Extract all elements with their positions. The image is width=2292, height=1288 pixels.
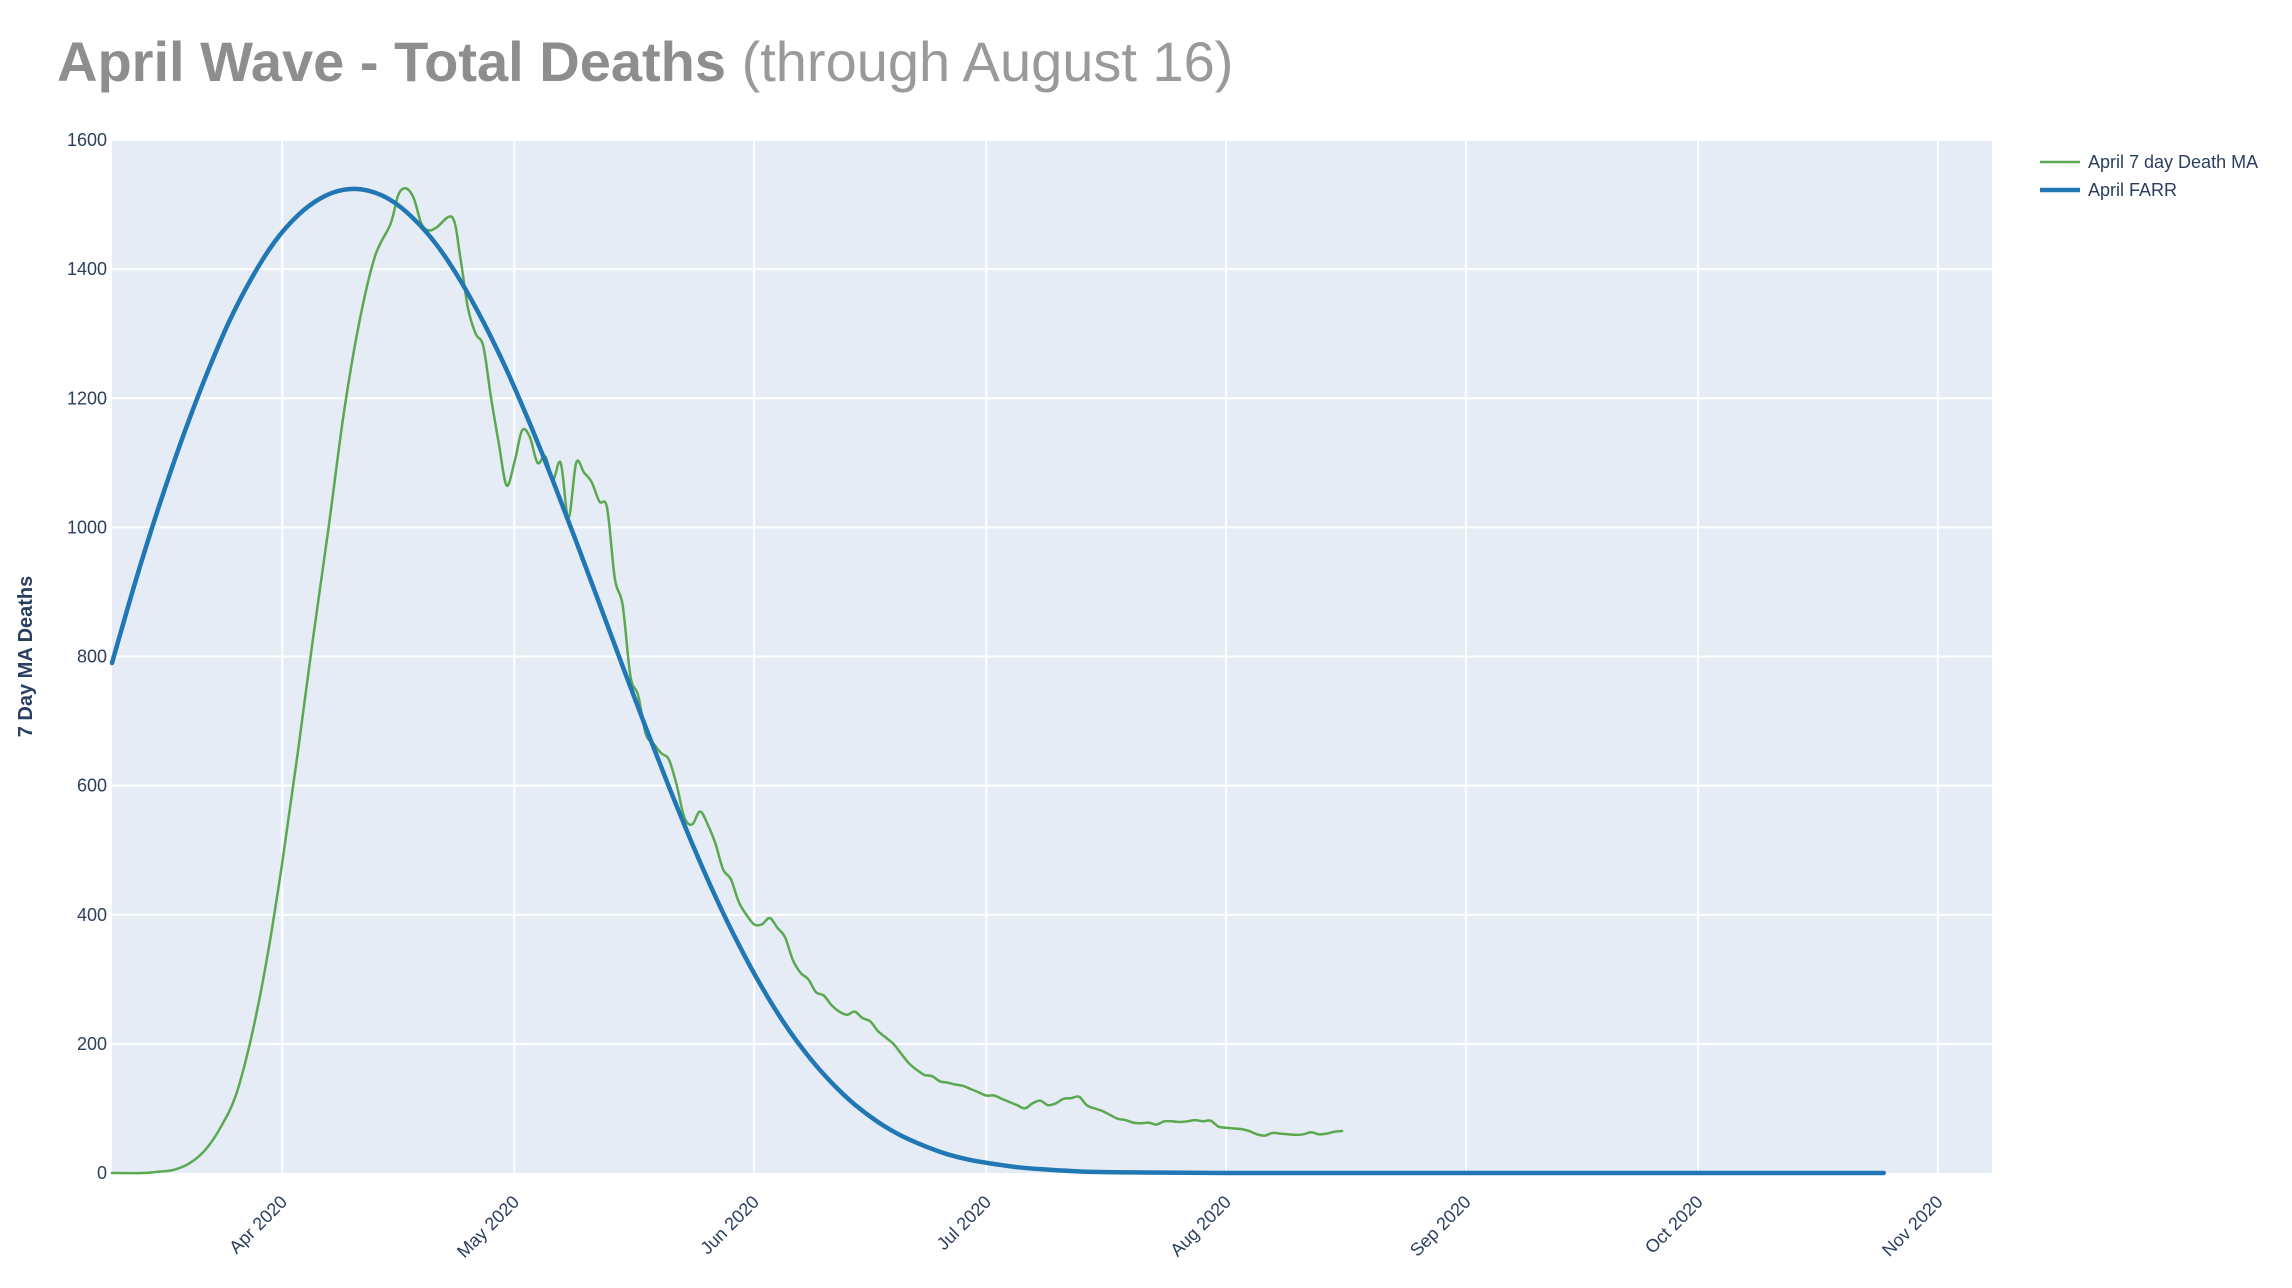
- x-tick-label: Oct 2020: [1641, 1192, 1707, 1258]
- y-tick-label: 1000: [67, 517, 107, 537]
- y-axis-ticks: 0 200 400 600 800 1000 1200 1400 1600: [67, 130, 107, 1183]
- y-tick-label: 800: [77, 647, 107, 667]
- x-tick-label: May 2020: [453, 1192, 523, 1262]
- x-tick-label: Sep 2020: [1406, 1192, 1475, 1261]
- gridlines: [112, 139, 1992, 1173]
- series-line-april-farr: [109, 186, 1886, 1176]
- x-tick-label: Jun 2020: [696, 1192, 763, 1259]
- x-tick-label: Nov 2020: [1878, 1192, 1947, 1261]
- legend-label-april-farr: April FARR: [2088, 180, 2177, 200]
- y-tick-label: 0: [97, 1163, 107, 1183]
- chart-title-subtitle: (through August 16): [741, 30, 1234, 93]
- x-tick-label: Apr 2020: [225, 1192, 291, 1258]
- y-axis-label: 7 Day MA Deaths: [15, 576, 37, 738]
- x-tick-label: Aug 2020: [1166, 1192, 1235, 1261]
- chart-title-main: April Wave - Total Deaths: [57, 30, 726, 93]
- y-tick-label: 1600: [67, 130, 107, 150]
- chart-title: April Wave - Total Deaths (through Augus…: [57, 22, 1233, 102]
- legend: April 7 day Death MA April FARR: [2040, 152, 2258, 200]
- y-tick-label: 400: [77, 905, 107, 925]
- x-axis-ticks: Apr 2020 May 2020 Jun 2020 Jul 2020 Aug 2020…: [225, 1192, 1946, 1262]
- y-tick-label: 1400: [67, 259, 107, 279]
- y-tick-label: 200: [77, 1034, 107, 1054]
- legend-label-april-7-day-death-ma: April 7 day Death MA: [2088, 152, 2258, 172]
- series-layer: [109, 186, 1886, 1176]
- y-tick-label: 600: [77, 776, 107, 796]
- x-tick-label: Jul 2020: [933, 1192, 995, 1254]
- y-tick-label: 1200: [67, 388, 107, 408]
